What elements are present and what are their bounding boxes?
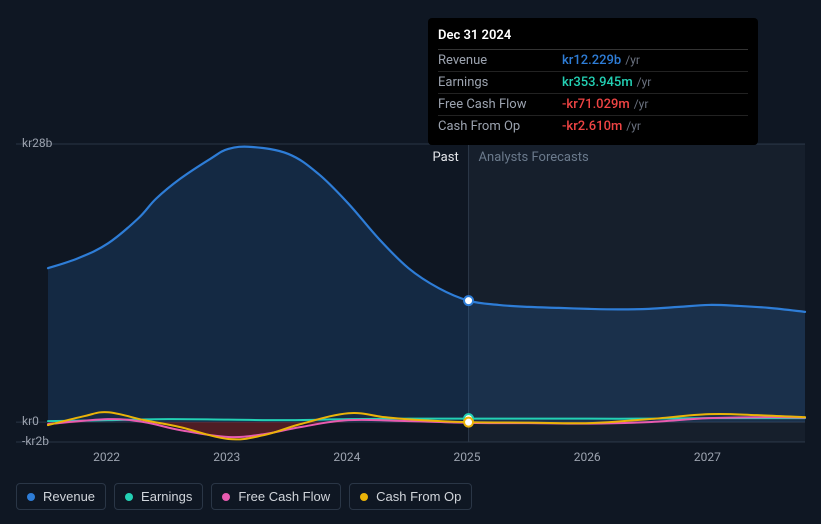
legend-swatch-icon (125, 493, 133, 501)
legend-item-fcf[interactable]: Free Cash Flow (211, 483, 341, 510)
legend-swatch-icon (360, 493, 368, 501)
x-axis-tick-label: 2025 (454, 450, 481, 464)
tooltip-row: Cash From Op-kr2.610m/yr (438, 116, 748, 138)
tooltip-row: Earningskr353.945m/yr (438, 72, 748, 94)
tooltip-row-value: -kr71.029m/yr (562, 94, 748, 116)
legend-item-label: Earnings (141, 489, 192, 504)
legend-item-label: Cash From Op (376, 489, 461, 504)
tooltip-date: Dec 31 2024 (438, 24, 748, 50)
tooltip-row: Free Cash Flow-kr71.029m/yr (438, 94, 748, 116)
tooltip-row-label: Cash From Op (438, 116, 562, 138)
legend-item-label: Revenue (43, 489, 95, 504)
tooltip-row-value: kr353.945m/yr (562, 72, 748, 94)
tooltip-row-label: Free Cash Flow (438, 94, 562, 116)
legend-swatch-icon (27, 493, 35, 501)
tooltip-table: Revenuekr12.229b/yrEarningskr353.945m/yr… (438, 50, 748, 137)
chart-tooltip: Dec 31 2024 Revenuekr12.229b/yrEarningsk… (428, 18, 758, 145)
x-axis-tick-label: 2023 (213, 450, 240, 464)
tooltip-row-label: Revenue (438, 50, 562, 72)
y-axis-tick-label: -kr2b (22, 434, 49, 448)
tooltip-row: Revenuekr12.229b/yr (438, 50, 748, 72)
x-axis-tick-label: 2026 (574, 450, 601, 464)
region-label-forecast: Analysts Forecasts (479, 150, 589, 165)
x-axis-tick-label: 2024 (333, 450, 360, 464)
tooltip-row-value: kr12.229b/yr (562, 50, 748, 72)
chart-legend: Revenue Earnings Free Cash Flow Cash From O… (16, 483, 472, 510)
tooltip-row-value: -kr2.610m/yr (562, 116, 748, 138)
x-axis-tick-label: 2027 (694, 450, 721, 464)
y-axis-tick-label: kr0 (22, 414, 39, 428)
legend-item-revenue[interactable]: Revenue (16, 483, 106, 510)
legend-item-cfo[interactable]: Cash From Op (349, 483, 472, 510)
legend-item-earnings[interactable]: Earnings (114, 483, 203, 510)
x-axis-tick-label: 2022 (93, 450, 120, 464)
legend-swatch-icon (222, 493, 230, 501)
region-label-past: Past (433, 150, 459, 165)
y-axis-tick-label: kr28b (22, 136, 52, 150)
tooltip-row-label: Earnings (438, 72, 562, 94)
legend-item-label: Free Cash Flow (238, 489, 330, 504)
